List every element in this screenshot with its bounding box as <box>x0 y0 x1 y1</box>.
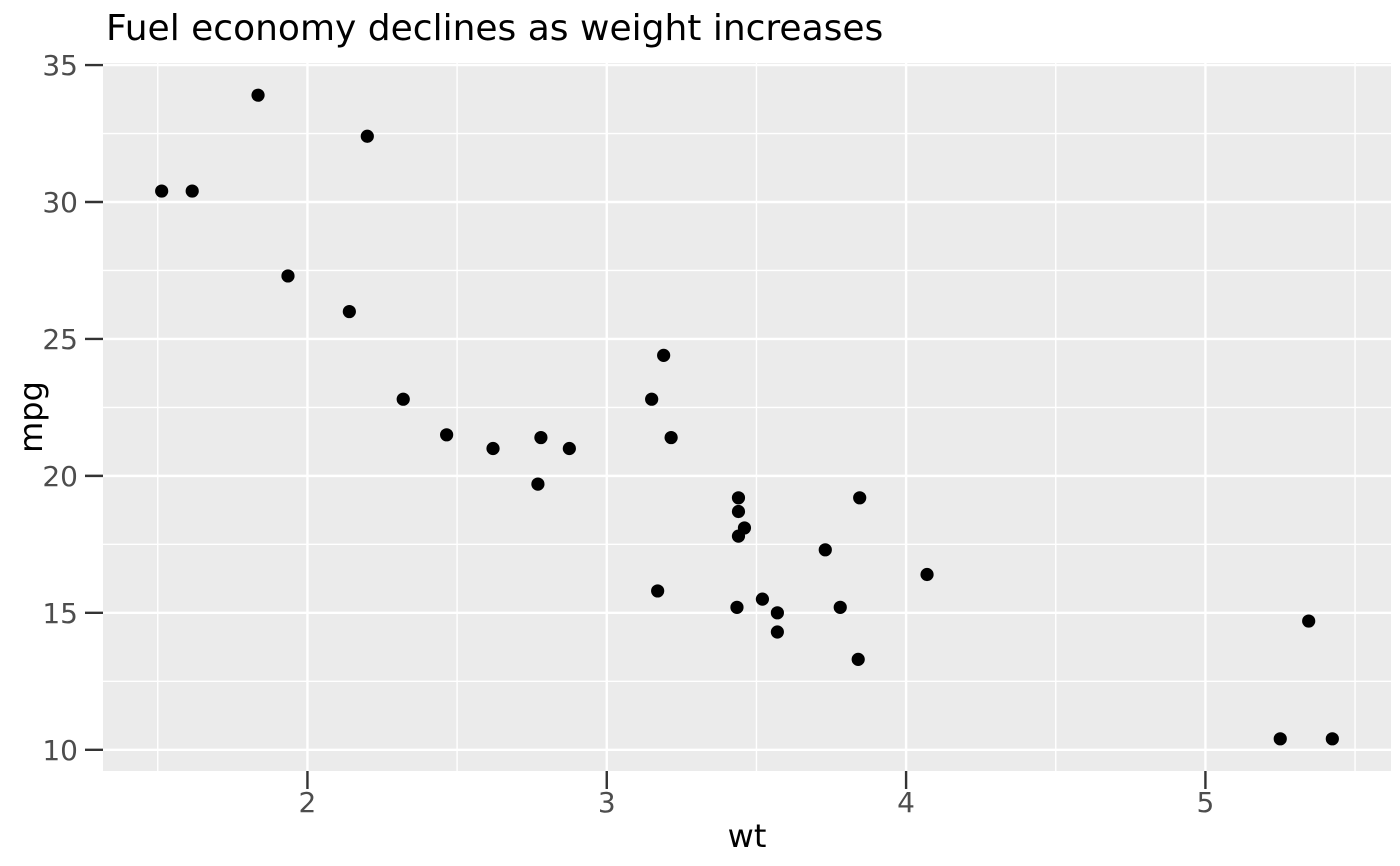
data-point <box>534 430 548 445</box>
data-point <box>833 600 847 614</box>
data-point <box>396 392 410 406</box>
data-point <box>770 606 784 620</box>
y-tick-label: 35 <box>42 49 78 82</box>
data-point <box>657 348 671 362</box>
data-point <box>440 428 454 442</box>
panel-background <box>103 63 1391 771</box>
data-point <box>281 269 295 283</box>
y-tick-label: 25 <box>42 323 78 356</box>
data-point <box>1273 732 1287 746</box>
x-tick-label: 3 <box>598 786 616 819</box>
data-point <box>1325 732 1339 746</box>
data-point <box>731 529 746 543</box>
data-point <box>755 592 770 606</box>
data-point <box>1302 614 1316 628</box>
x-tick-label: 5 <box>1197 786 1215 819</box>
y-tick-label: 30 <box>42 186 78 219</box>
plot-area: 2 3 4 5 10 15 20 25 30 35 <box>42 49 1391 819</box>
data-point <box>251 88 265 102</box>
data-point <box>770 625 784 639</box>
x-axis-title: wt <box>728 817 767 855</box>
data-point <box>562 441 576 456</box>
data-point <box>155 184 169 198</box>
data-point <box>185 184 199 198</box>
x-tick-label: 2 <box>299 786 317 819</box>
data-point <box>531 477 545 491</box>
x-tick-label: 4 <box>897 786 915 819</box>
data-point <box>645 392 659 406</box>
data-point <box>731 504 746 519</box>
plot-title: Fuel economy declines as weight increase… <box>106 8 883 49</box>
data-point <box>360 129 374 143</box>
data-point <box>851 652 865 666</box>
data-point <box>342 304 356 319</box>
data-point <box>818 543 832 557</box>
data-point <box>651 584 665 598</box>
y-tick-label: 20 <box>42 460 78 493</box>
y-axis-title: mpg <box>12 381 50 453</box>
data-point <box>853 491 867 505</box>
data-point <box>730 600 744 614</box>
y-tick-label: 15 <box>42 597 78 630</box>
data-point <box>731 491 746 505</box>
y-tick-label: 10 <box>42 734 78 767</box>
data-point <box>664 430 678 445</box>
data-point <box>920 567 934 582</box>
data-point <box>486 441 500 456</box>
